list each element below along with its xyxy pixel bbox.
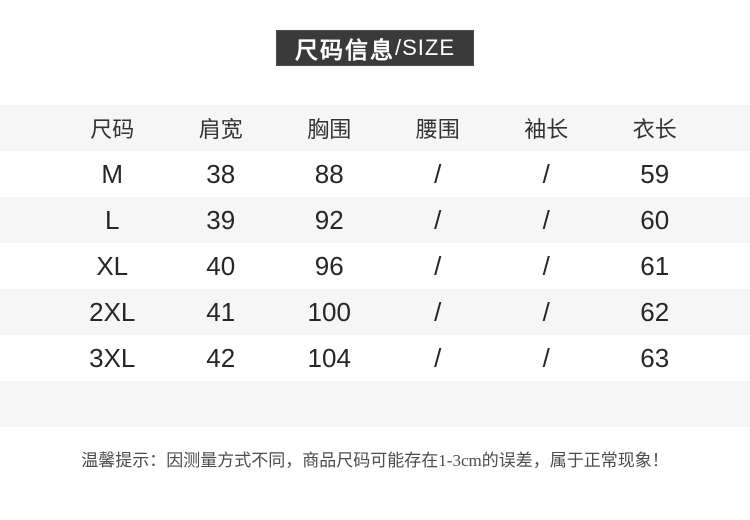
cell-length: 60	[640, 204, 670, 235]
cell-bust: 104	[307, 342, 351, 373]
measurement-tolerance-note: 温馨提示：因测量方式不同，商品尺码可能存在1-3cm的误差，属于正常现象！	[81, 451, 669, 470]
cell-waist: /	[434, 158, 442, 189]
cell-shoulder: 39	[206, 204, 236, 235]
table-row-xl: XL 40 96 / / 61	[0, 243, 750, 289]
cell-bust: 92	[314, 204, 344, 235]
col-header-shoulder-width: 肩宽	[198, 117, 243, 142]
table-row-m: M 38 88 / / 59	[0, 151, 750, 197]
cell-size: 2XL	[89, 296, 136, 327]
cell-sleeve: /	[542, 250, 550, 281]
size-info-title-cn: 尺码信息	[294, 37, 395, 63]
cell-sleeve: /	[542, 158, 550, 189]
cell-waist: /	[434, 296, 442, 327]
col-header-garment-length: 衣长	[632, 117, 677, 142]
cell-length: 62	[640, 296, 670, 327]
cell-waist: /	[434, 250, 442, 281]
cell-sleeve: /	[542, 342, 550, 373]
cell-shoulder: 41	[206, 296, 236, 327]
size-info-title-en: /SIZE	[394, 35, 455, 60]
cell-bust: 96	[314, 250, 344, 281]
cell-length: 59	[640, 158, 670, 189]
col-header-bust: 胸围	[307, 117, 352, 142]
table-row-2xl: 2XL 41 100 / / 62	[0, 289, 750, 335]
cell-length: 61	[640, 250, 670, 281]
cell-bust: 100	[307, 296, 351, 327]
cell-length: 63	[640, 342, 670, 373]
cell-size: M	[101, 158, 124, 189]
cell-size: L	[105, 204, 120, 235]
col-header-size: 尺码	[90, 117, 135, 142]
table-header-row: 尺码 肩宽 胸围 腰围 袖长 衣长	[0, 105, 750, 151]
col-header-waist: 腰围	[415, 117, 460, 142]
cell-shoulder: 40	[206, 250, 236, 281]
cell-size: 3XL	[89, 342, 136, 373]
cell-size: XL	[96, 250, 129, 281]
cell-waist: /	[434, 342, 442, 373]
cell-shoulder: 42	[206, 342, 236, 373]
table-row-3xl: 3XL 42 104 / / 63	[0, 335, 750, 381]
size-info-title-box: 尺码信息 /SIZE	[275, 30, 474, 66]
cell-sleeve: /	[542, 204, 550, 235]
col-header-sleeve-length: 袖长	[524, 117, 569, 142]
table-row-l: L 39 92 / / 60	[0, 197, 750, 243]
table-spacer-row	[0, 381, 750, 427]
size-table: 尺码 肩宽 胸围 腰围 袖长 衣长 M 38 88 / / 59 L 39 92…	[0, 105, 750, 427]
cell-shoulder: 38	[206, 158, 236, 189]
cell-bust: 88	[314, 158, 344, 189]
cell-sleeve: /	[542, 296, 550, 327]
cell-waist: /	[434, 204, 442, 235]
